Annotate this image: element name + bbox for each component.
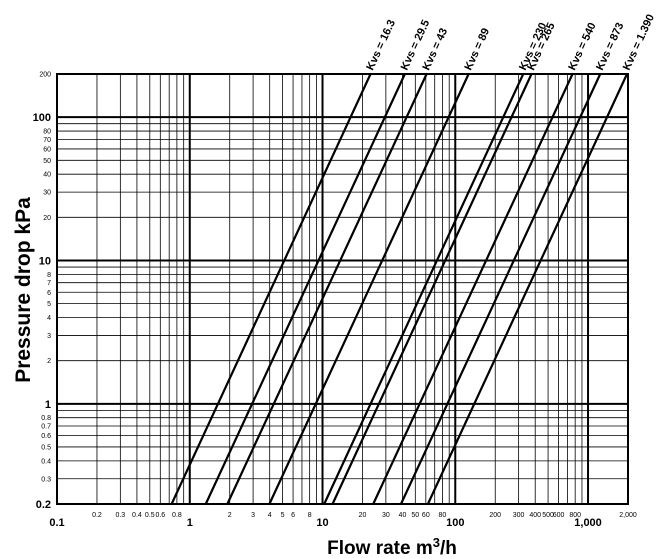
x-tick-label: 2 <box>228 512 232 519</box>
series-line-kvs-89 <box>268 72 470 506</box>
y-tick-label: 5 <box>47 301 51 308</box>
y-tick-label: 3 <box>47 333 51 340</box>
series-line-kvs-43 <box>226 72 428 506</box>
x-tick-label: 3 <box>251 512 255 519</box>
x-tick-label: 10 <box>316 517 328 529</box>
x-tick-label: 0.5 <box>145 512 155 519</box>
x-tick-label: 0.3 <box>115 512 125 519</box>
y-tick-label: 8 <box>47 272 51 279</box>
y-tick-label: 0.6 <box>41 433 51 440</box>
y-tick-label: 0.4 <box>41 458 51 465</box>
x-tick-label: 50 <box>411 512 419 519</box>
series-label-kvs-89: Kvs = 89 <box>462 26 492 72</box>
x-tick-label: 0.8 <box>172 512 182 519</box>
x-tick-label: 0.6 <box>155 512 165 519</box>
series-line-kvs-265 <box>331 72 533 506</box>
y-tick-label: 0.5 <box>41 444 51 451</box>
plot-frame <box>56 73 629 505</box>
grid <box>56 73 629 505</box>
x-tick-label: 800 <box>569 512 581 519</box>
y-tick-label: 40 <box>43 172 51 179</box>
series-label-kvs-540: Kvs = 540 <box>566 21 598 72</box>
x-tick-label: 20 <box>359 512 367 519</box>
y-tick-label: 30 <box>43 190 51 197</box>
x-tick-label: 500 <box>542 512 554 519</box>
x-tick-label: 0.2 <box>92 512 102 519</box>
x-axis-title-main: Flow rate m <box>327 538 433 559</box>
y-tick-label: 70 <box>43 137 51 144</box>
y-tick-label: 0.7 <box>41 424 51 431</box>
x-tick-label: 300 <box>513 512 525 519</box>
x-tick-label: 60 <box>422 512 430 519</box>
x-tick-label: 0.4 <box>132 512 142 519</box>
x-tick-label: 200 <box>489 512 501 519</box>
x-tick-label: 30 <box>382 512 390 519</box>
x-tick-label: 6 <box>291 512 295 519</box>
y-tick-label: 10 <box>39 255 51 267</box>
series-line-kvs-540 <box>372 72 574 506</box>
y-tick-label: 60 <box>43 146 51 153</box>
y-tick-label: 50 <box>43 158 51 165</box>
x-tick-label: 600 <box>553 512 565 519</box>
y-axis-title: Pressure drop kPa <box>12 197 35 383</box>
y-tick-label: 1 <box>45 399 51 411</box>
series-line-kvs-230 <box>323 72 525 506</box>
x-axis-title: Flow rate m3/h <box>327 535 457 559</box>
x-tick-label: 400 <box>529 512 541 519</box>
x-tick-label: 4 <box>268 512 272 519</box>
x-tick-label: 100 <box>446 517 464 529</box>
x-tick-label: 2,000 <box>619 512 637 519</box>
x-tick-label: 8 <box>308 512 312 519</box>
x-tick-label: 1 <box>187 517 193 529</box>
x-tick-label: 0.1 <box>49 517 64 529</box>
y-tick-label: 80 <box>43 129 51 136</box>
y-tick-label: 4 <box>47 315 51 322</box>
x-tick-label: 5 <box>281 512 285 519</box>
y-tick-label: 100 <box>33 112 51 124</box>
y-tick-label: 0.8 <box>41 415 51 422</box>
series-label-kvs-16-3: Kvs = 16.3 <box>364 18 398 72</box>
x-axis-title-tail: /h <box>440 538 457 559</box>
y-tick-label: 7 <box>47 280 51 287</box>
series-label-kvs-1-390: Kvs = 1.390 <box>621 13 657 73</box>
y-tick-label: 200 <box>39 72 51 79</box>
x-tick-label: 40 <box>399 512 407 519</box>
y-tick-label: 20 <box>43 215 51 222</box>
y-tick-label: 0.3 <box>41 476 51 483</box>
y-tick-label: 6 <box>47 290 51 297</box>
series-line-kvs-16-3 <box>170 72 372 506</box>
series-lines <box>170 72 629 506</box>
x-tick-label: 1,000 <box>574 517 602 529</box>
x-axis-title-sup: 3 <box>433 535 440 550</box>
series-line-kvs-1-390 <box>426 72 629 506</box>
y-tick-label: 2 <box>47 358 51 365</box>
x-tick-label: 80 <box>439 512 447 519</box>
series-line-kvs-873 <box>399 72 602 506</box>
y-tick-label: 0.2 <box>36 499 51 511</box>
series-line-kvs-29-5 <box>204 72 406 506</box>
